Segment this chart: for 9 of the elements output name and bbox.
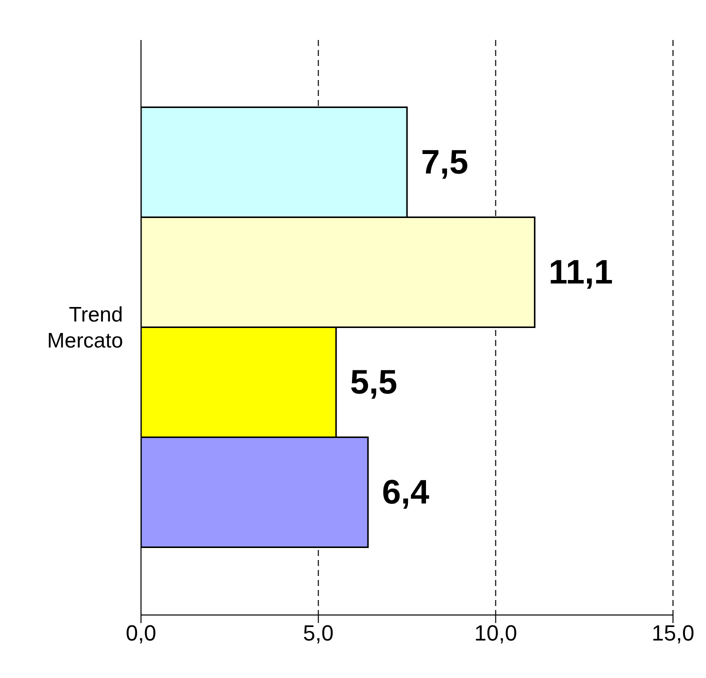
x-tick-label: 10,0 xyxy=(474,620,518,646)
x-tick-label: 5,0 xyxy=(303,620,334,646)
data-label: 11,1 xyxy=(548,253,613,292)
y-tick-label: Trend Mercato xyxy=(47,303,123,352)
x-tick-label: 15,0 xyxy=(652,620,694,646)
x-tick-label: 0,0 xyxy=(126,620,156,646)
data-label: 5,5 xyxy=(350,363,398,402)
data-label: 6,4 xyxy=(382,473,430,512)
data-label: 7,5 xyxy=(421,143,468,182)
